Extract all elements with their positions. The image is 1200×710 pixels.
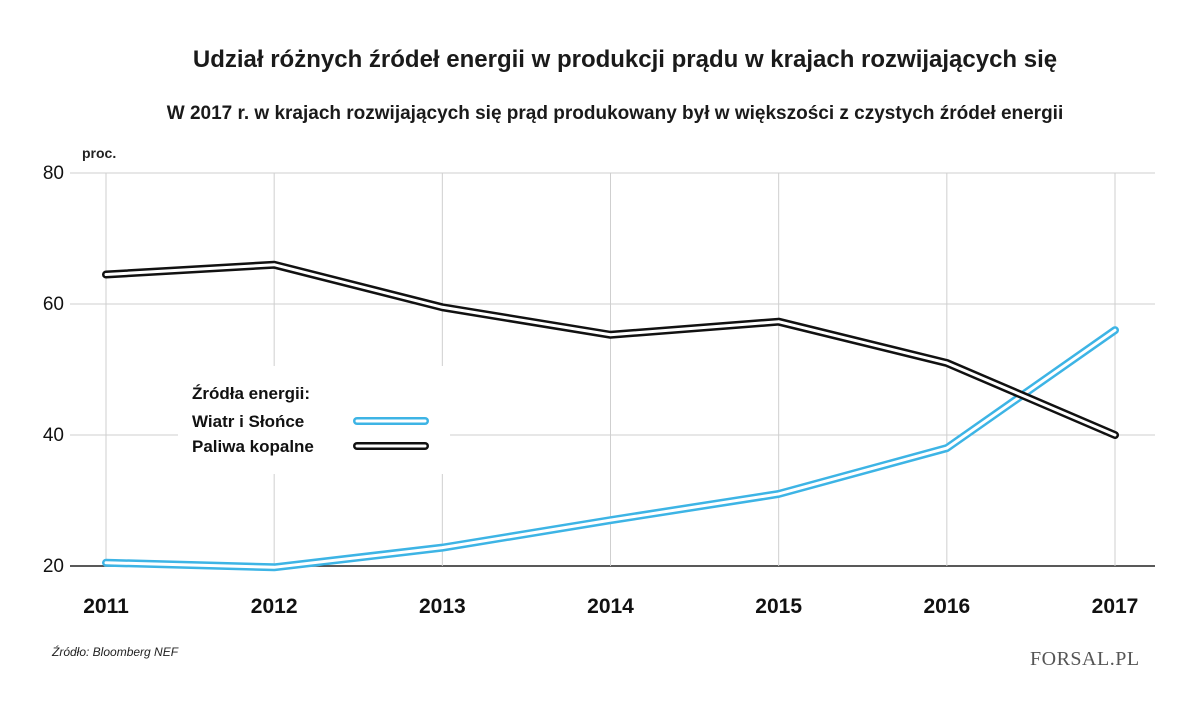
y-tick-label: 20 bbox=[43, 556, 64, 577]
source-note: Źródło: Bloomberg NEF bbox=[52, 645, 179, 659]
x-tick-label: 2014 bbox=[587, 595, 634, 618]
legend: Źródła energii: Wiatr i Słońce Paliwa kop… bbox=[178, 366, 450, 474]
y-axis-labels: 20 40 60 80 bbox=[43, 163, 64, 577]
x-tick-label: 2013 bbox=[419, 595, 466, 618]
series-2 bbox=[102, 260, 1119, 439]
x-axis-labels: 2011 2012 2013 2014 2015 2016 2017 bbox=[83, 595, 1138, 618]
x-tick-label: 2012 bbox=[251, 595, 298, 618]
legend-label: Wiatr i Słońce bbox=[192, 412, 304, 431]
series-1 bbox=[102, 326, 1119, 572]
x-tick-label: 2017 bbox=[1092, 595, 1139, 618]
publisher-logo: FORSAL.PL bbox=[1030, 648, 1140, 671]
x-tick-label: 2016 bbox=[923, 595, 970, 618]
chart-subtitle: W 2017 r. w krajach rozwijających się pr… bbox=[166, 103, 1064, 124]
logo-text: FORSAL.PL bbox=[1030, 648, 1140, 670]
y-tick-label: 80 bbox=[43, 163, 64, 184]
y-tick-label: 40 bbox=[43, 425, 64, 446]
y-axis-unit-label: proc. bbox=[82, 145, 117, 161]
legend-title: Źródła energii: bbox=[192, 384, 310, 403]
chart-title: Udział różnych źródeł energii w produkcj… bbox=[192, 46, 1058, 73]
y-tick-label: 60 bbox=[43, 294, 64, 315]
x-tick-label: 2015 bbox=[755, 595, 802, 618]
series-layer bbox=[102, 260, 1119, 572]
x-tick-label: 2011 bbox=[83, 595, 129, 618]
legend-label: Paliwa kopalne bbox=[192, 437, 314, 456]
